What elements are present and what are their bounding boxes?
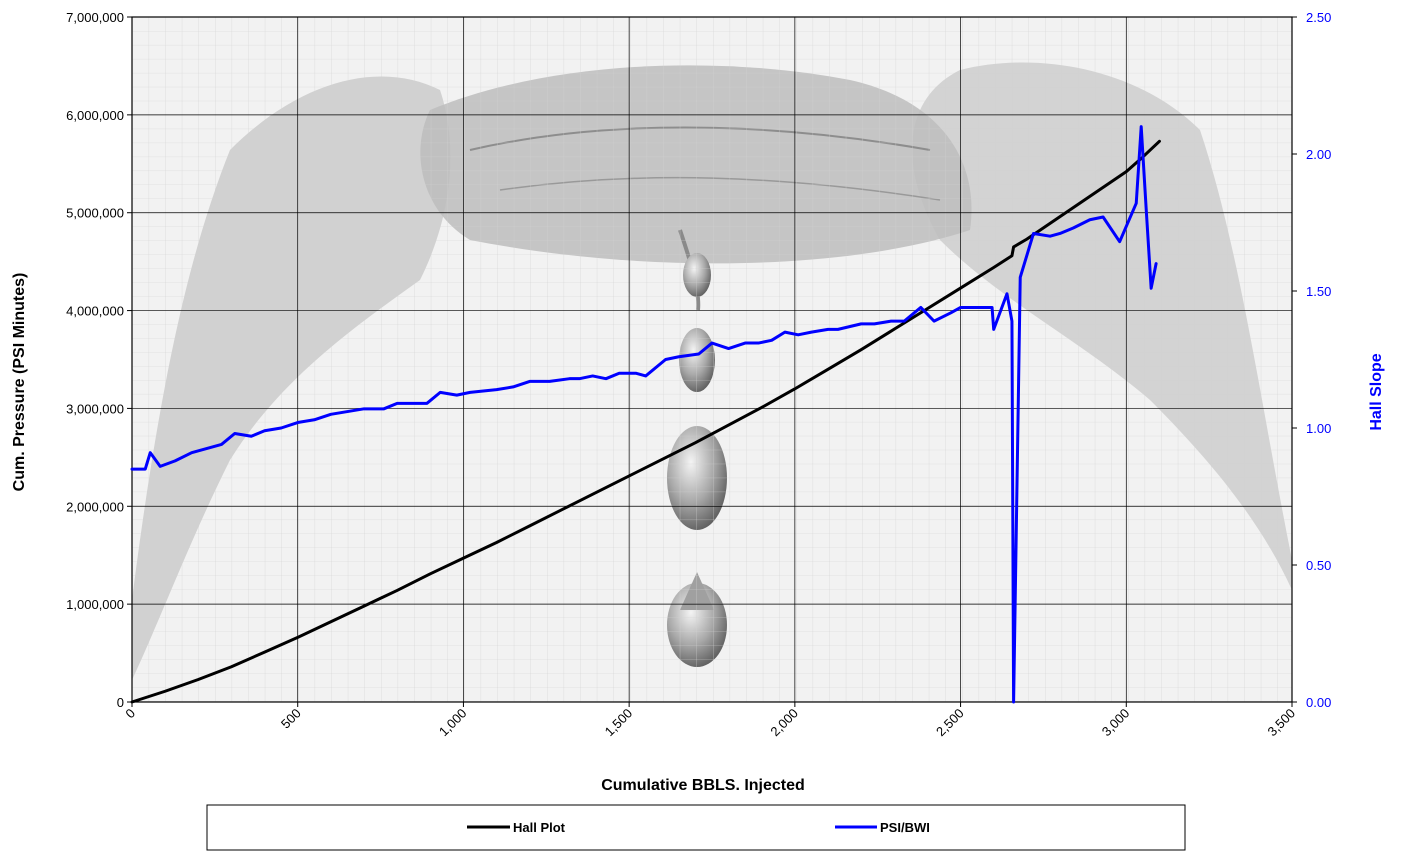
y-axis-title: Cum. Pressure (PSI Minutes) [11, 273, 28, 492]
plot-area [132, 17, 1292, 702]
y2-axis-title: Hall Slope [1368, 353, 1385, 430]
y2-tick-label: 2.00 [1306, 147, 1331, 162]
x-axis-title: Cumulative BBLS. Injected [601, 777, 805, 794]
x-tick-label: 2,500 [933, 706, 967, 740]
y-tick-label: 0 [117, 695, 124, 710]
series-line-psi-bwi [130, 125, 1158, 704]
y-tick-label: 4,000,000 [66, 304, 124, 319]
x-tick-label: 1,000 [436, 706, 470, 740]
y-tick-label: 3,000,000 [66, 401, 124, 416]
series-layer [130, 125, 1161, 704]
x-tick-label: 2,000 [767, 706, 801, 740]
legend-box [206, 804, 1186, 851]
y2-tick-label: 0.00 [1306, 695, 1331, 710]
y-tick-label: 5,000,000 [66, 206, 124, 221]
x-axis-ticks: 0 500 1,000 1,500 2,000 2,500 3,000 3,500 [122, 702, 1298, 739]
x-tick-label: 3,500 [1265, 706, 1299, 740]
y2-tick-label: 2.50 [1306, 10, 1331, 25]
y2-tick-label: 1.00 [1306, 421, 1331, 436]
series-line-hall-plot [130, 139, 1161, 704]
plot-border [131, 16, 1293, 703]
y-tick-label: 2,000,000 [66, 499, 124, 514]
y-tick-label: 6,000,000 [66, 108, 124, 123]
y2-tick-label: 1.50 [1306, 284, 1331, 299]
x-tick-label: 0 [122, 706, 138, 722]
major-gridlines [132, 17, 1292, 702]
x-tick-label: 3,000 [1099, 706, 1133, 740]
right-axis-ticks: 0.00 0.50 1.00 1.50 2.00 2.50 [1292, 10, 1331, 710]
legend-label-psi-bwi: PSI/BWI [880, 820, 930, 835]
y-tick-label: 7,000,000 [66, 10, 124, 25]
x-tick-label: 1,500 [602, 706, 636, 740]
legend-label-hall-plot: Hall Plot [513, 820, 566, 835]
y-tick-label: 1,000,000 [66, 597, 124, 612]
y2-tick-label: 0.50 [1306, 558, 1331, 573]
x-tick-label: 500 [278, 706, 304, 732]
legend: Hall Plot PSI/BWI [206, 804, 1186, 851]
left-axis-ticks: 0 1,000,000 2,000,000 3,000,000 4,000,000 5,0… [66, 10, 132, 710]
